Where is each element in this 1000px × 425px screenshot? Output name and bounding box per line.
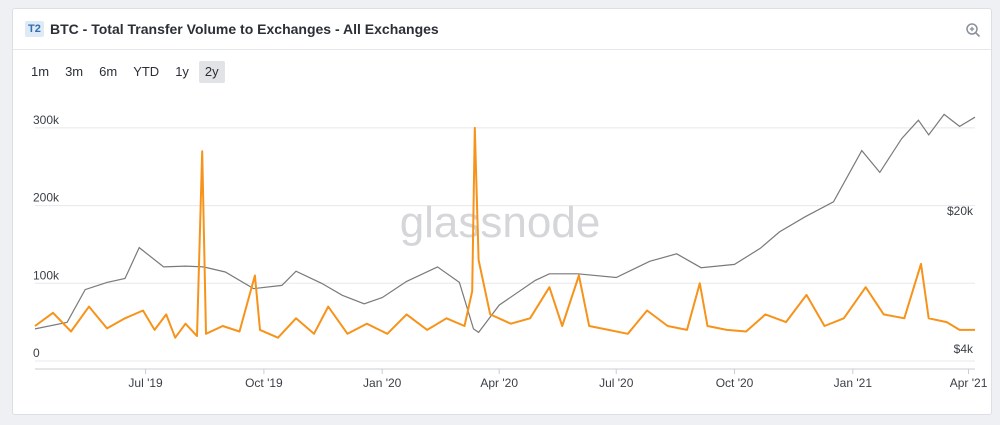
x-tick-label: Apr '20 — [480, 376, 518, 390]
watermark: glassnode — [400, 198, 601, 247]
chart-title: BTC - Total Transfer Volume to Exchanges… — [50, 21, 439, 37]
chart-card: T2 BTC - Total Transfer Volume to Exchan… — [12, 8, 992, 415]
chart-plot: glassnode 0 100k 200k 300k $4k $20k Jul '19 Oct… — [33, 113, 988, 390]
x-tick-label: Jul '19 — [128, 376, 163, 390]
grid-lines — [35, 127, 975, 374]
axis-labels: 0 100k 200k 300k $4k $20k Jul '19 Oct '19 Jan '2… — [33, 113, 988, 390]
range-button-6m[interactable]: 6m — [93, 61, 123, 83]
chart-header: T2 BTC - Total Transfer Volume to Exchan… — [13, 9, 991, 50]
zoom-in-icon[interactable] — [965, 22, 981, 38]
y-tick-label-right: $4k — [954, 342, 974, 356]
x-tick-label: Apr '21 — [950, 376, 988, 390]
volume-line — [34, 126, 975, 339]
range-button-2y[interactable]: 2y — [198, 61, 225, 83]
y-tick-label-left: 100k — [33, 268, 60, 282]
x-tick-label: Oct '20 — [716, 376, 754, 390]
y-tick-label-left: 300k — [33, 113, 60, 127]
metric-tier-badge: T2 — [25, 21, 44, 37]
range-button-1m[interactable]: 1m — [25, 61, 55, 83]
x-tick-label: Jul '20 — [599, 376, 634, 390]
range-button-1y[interactable]: 1y — [169, 61, 195, 83]
time-range-selector: 1m 3m 6m YTD 1y 2y — [25, 61, 225, 85]
y-tick-label-left: 200k — [33, 191, 60, 205]
price-line — [34, 113, 976, 334]
x-tick-label: Jan '21 — [834, 376, 873, 390]
price-series — [34, 113, 976, 334]
range-button-ytd[interactable]: YTD — [127, 61, 165, 83]
y-tick-label-right: $20k — [947, 204, 974, 218]
y-tick-label-left: 0 — [33, 346, 40, 360]
x-tick-label: Jan '20 — [363, 376, 402, 390]
volume-series — [34, 126, 975, 339]
range-button-3m[interactable]: 3m — [59, 61, 89, 83]
x-tick-label: Oct '19 — [245, 376, 283, 390]
